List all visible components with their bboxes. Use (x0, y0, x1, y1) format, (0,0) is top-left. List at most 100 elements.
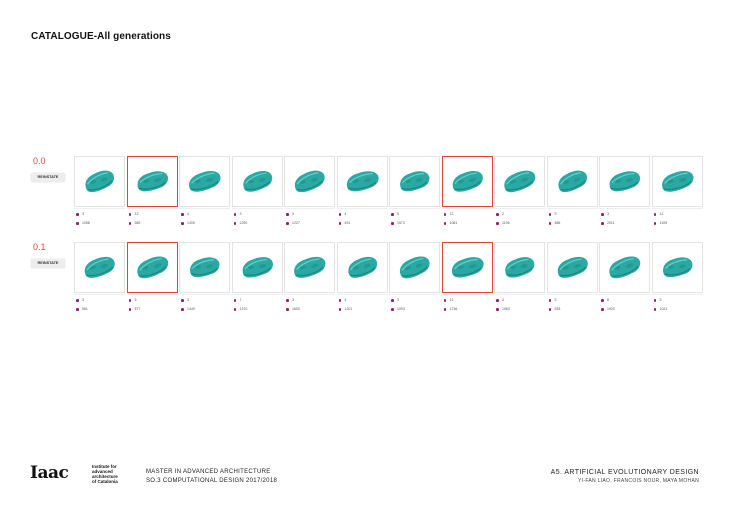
specimen-thumbnail[interactable] (441, 242, 493, 293)
specimen-value-b: 1736 (449, 307, 458, 311)
specimen-value-b: 1201 (344, 307, 353, 311)
specimen-thumbnail[interactable] (284, 156, 335, 207)
specimen-thumbnail[interactable] (74, 156, 125, 207)
specimen-card: 3 1290 (231, 156, 283, 231)
specimen-value-a: 5 (397, 212, 399, 216)
institute-name: Institute for advanced architecture of C… (92, 464, 142, 484)
specimen-card: 3 577 (126, 242, 178, 317)
bullet-icon (548, 299, 552, 302)
form-icon (451, 257, 484, 278)
bullet-icon (496, 299, 499, 302)
bullet-icon (233, 213, 237, 216)
specimen-value-b: 1600 (292, 307, 300, 311)
institute-line: Institute for (92, 464, 117, 469)
specimen-thumbnail[interactable] (389, 242, 440, 293)
specimen-thumbnail[interactable] (336, 242, 388, 293)
generation-row: 0.0 REINSTATE 3 1058 12 389 4 1405 3 1290 3 1227 4 49… (0, 156, 730, 251)
specimen-thumbnail[interactable] (126, 156, 178, 207)
bullet-icon (286, 213, 289, 216)
specimen-value-b: 1290 (239, 221, 248, 225)
specimen-thumbnail[interactable] (494, 156, 545, 207)
specimen-thumbnail[interactable] (441, 156, 493, 207)
specimen-thumbnail[interactable] (179, 156, 230, 207)
reinstate-button[interactable]: REINSTATE (31, 173, 65, 182)
specimen-value-a: 3 (82, 298, 84, 302)
specimen-value-b: 1196 (502, 221, 510, 225)
bullet-icon (338, 308, 342, 311)
bullet-icon (548, 213, 552, 216)
bullet-icon (76, 213, 79, 216)
specimen-value-a: 8 (607, 298, 609, 302)
specimen-thumbnail[interactable] (179, 242, 230, 293)
bullet-icon (286, 299, 289, 302)
specimen-meta: 3 1290 (231, 208, 283, 229)
specimen-value-a: 3 (397, 298, 399, 302)
form-icon (661, 170, 694, 192)
specimen-value-b: 1003 (397, 307, 405, 311)
bullet-icon (443, 299, 447, 302)
specimen-meta: 12 1081 (441, 208, 493, 229)
specimen-value-a: 4 (344, 212, 347, 216)
bullet-icon (286, 222, 289, 225)
specimen-thumbnail[interactable] (284, 242, 335, 293)
form-icon (189, 170, 221, 192)
specimen-value-a: 3 (239, 212, 242, 216)
bullet-icon (496, 222, 499, 225)
specimen-value-b: 577 (134, 307, 141, 311)
specimen-thumbnail[interactable] (546, 242, 598, 293)
specimen-meta: 3 1227 (284, 208, 335, 229)
specimen-thumbnail[interactable] (126, 242, 178, 293)
bullet-icon (76, 222, 79, 225)
specimen-value-b: 1227 (292, 221, 300, 225)
specimen-value-b: 1920 (607, 307, 615, 311)
form-icon (557, 256, 588, 278)
specimen-card: 8 1920 (599, 242, 650, 317)
specimen-card: 3 1058 (74, 156, 125, 231)
specimen-value-b: 1405 (187, 221, 195, 225)
specimen-value-a: 7 (239, 298, 242, 302)
generation-label: 0.0 (33, 156, 46, 166)
form-icon (400, 171, 430, 192)
page-title: CATALOGUE-All generations (31, 31, 171, 42)
project-info: A5. ARTIFICIAL EVOLUTIONARY DESIGN YI-FA… (551, 469, 699, 485)
specimen-thumbnail[interactable] (336, 156, 388, 207)
bullet-icon (181, 222, 184, 225)
specimen-thumbnail[interactable] (651, 242, 703, 293)
specimen-card: 3 561 (74, 242, 125, 317)
specimen-card: 3 1449 (179, 242, 230, 317)
specimen-thumbnail[interactable] (651, 156, 703, 207)
bullet-icon (391, 299, 394, 302)
bullet-icon (338, 213, 342, 216)
bullet-icon (391, 222, 394, 225)
bullet-icon (286, 308, 289, 311)
specimen-value-b: 1021 (659, 307, 668, 311)
program-info: MASTER IN ADVANCED ARCHITECTURE SO.3 COM… (146, 468, 277, 486)
specimen-value-b: 389 (134, 221, 141, 225)
authors: YI-FAN LIAO, FRANCOIS NOUR, MAYA MOHAN (578, 478, 699, 484)
reinstate-button[interactable]: REINSTATE (31, 259, 65, 268)
specimen-thumbnail[interactable] (389, 156, 440, 207)
form-icon (294, 256, 326, 278)
form-icon (504, 170, 536, 193)
specimen-value-a: 3 (292, 212, 294, 216)
specimen-thumbnail[interactable] (74, 242, 125, 293)
institute-line: architecture (92, 474, 118, 479)
specimen-value-a: 2 (502, 212, 504, 216)
specimen-thumbnail[interactable] (546, 156, 598, 207)
specimen-card: 7 1370 (231, 242, 283, 317)
course-name: SO.3 COMPUTATIONAL DESIGN 2017/2018 (146, 478, 278, 484)
bullet-icon (548, 222, 552, 225)
specimen-value-a: 3 (607, 212, 609, 216)
specimen-meta: 3 1600 (284, 294, 335, 315)
specimen-card: 3 1021 (651, 242, 703, 317)
specimen-thumbnail[interactable] (599, 242, 650, 293)
specimen-meta: 4 1201 (336, 294, 388, 315)
specimen-value-a: 3 (134, 298, 137, 302)
specimen-thumbnail[interactable] (231, 242, 283, 293)
form-icon (347, 256, 377, 278)
specimen-value-b: 1063 (502, 307, 510, 311)
specimen-thumbnail[interactable] (231, 156, 283, 207)
specimen-thumbnail[interactable] (494, 242, 545, 293)
specimen-value-b: 585 (554, 221, 561, 225)
specimen-thumbnail[interactable] (599, 156, 650, 207)
